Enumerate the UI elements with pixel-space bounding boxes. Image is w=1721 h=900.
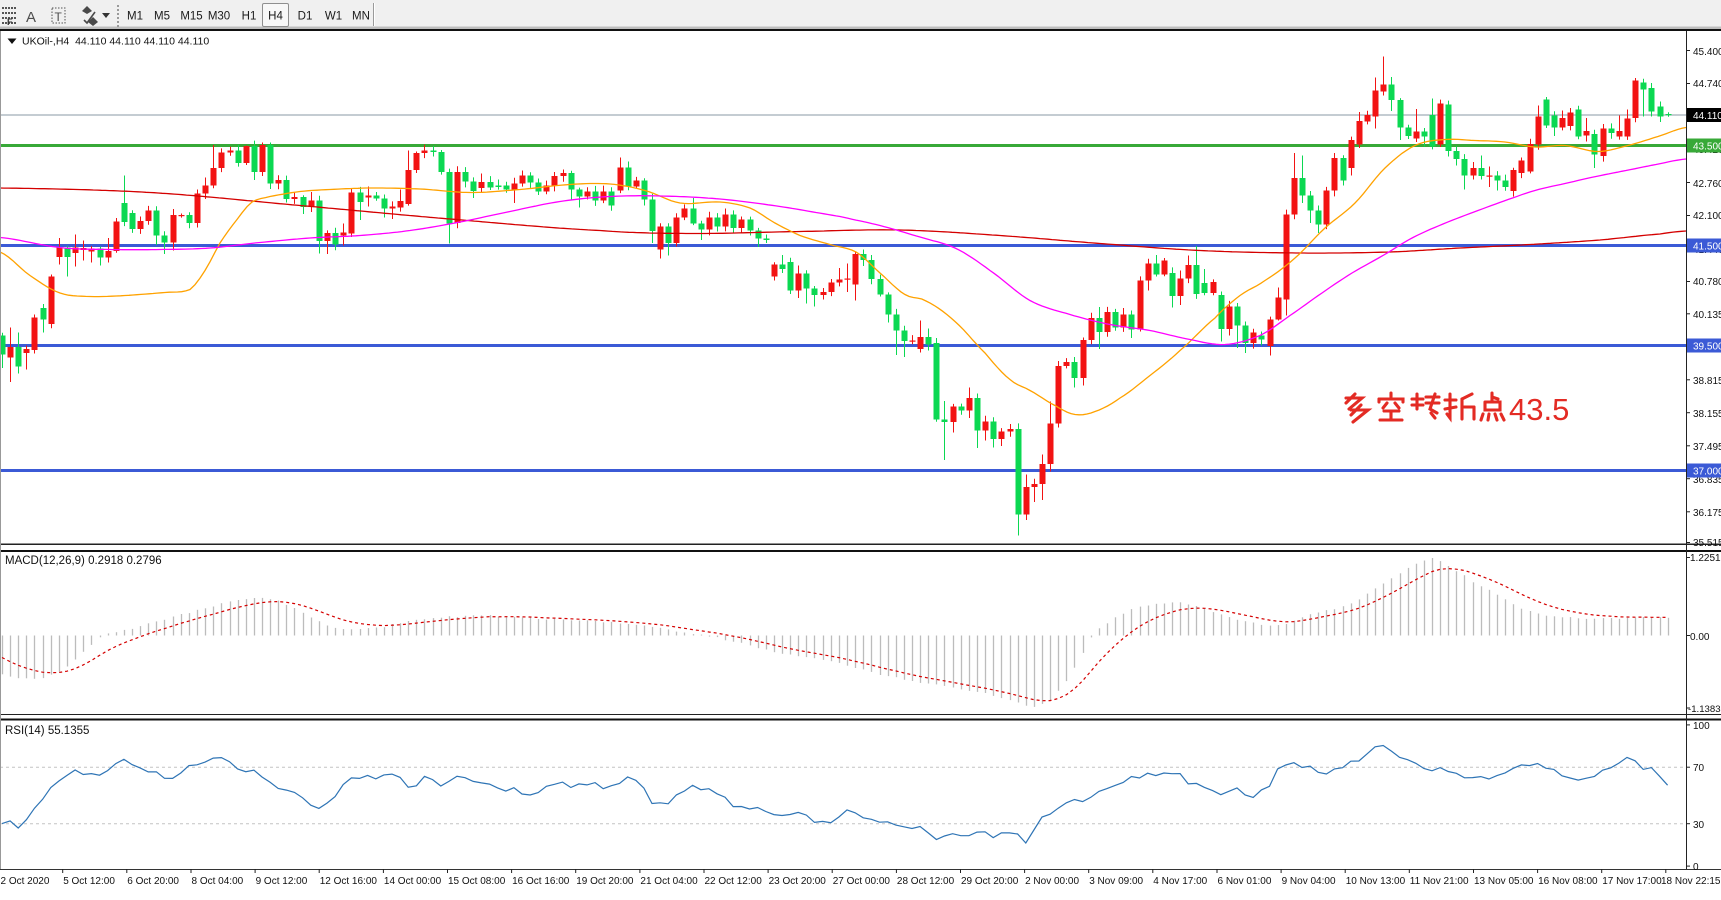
svg-text:4 Nov 17:00: 4 Nov 17:00: [1153, 876, 1207, 887]
svg-text:38.155: 38.155: [1693, 409, 1721, 420]
svg-text:16 Nov 08:00: 16 Nov 08:00: [1538, 876, 1598, 887]
svg-text:44.110: 44.110: [1693, 111, 1721, 122]
svg-text:-1.1383: -1.1383: [1688, 704, 1721, 715]
svg-text:0: 0: [1693, 862, 1699, 873]
svg-text:A: A: [26, 9, 36, 26]
svg-text:6 Nov 01:00: 6 Nov 01:00: [1218, 876, 1272, 887]
svg-text:H1: H1: [242, 11, 257, 23]
svg-text:27 Oct 00:00: 27 Oct 00:00: [833, 876, 891, 887]
svg-text:0.00: 0.00: [1690, 632, 1710, 643]
svg-text:M1: M1: [127, 11, 143, 23]
svg-text:35.515: 35.515: [1693, 538, 1721, 549]
svg-text:F: F: [7, 17, 13, 27]
svg-text:22 Oct 12:00: 22 Oct 12:00: [705, 876, 763, 887]
svg-text:5 Oct 12:00: 5 Oct 12:00: [63, 876, 115, 887]
svg-text:18 Nov 22:15: 18 Nov 22:15: [1661, 876, 1721, 887]
svg-text:28 Oct 12:00: 28 Oct 12:00: [897, 876, 955, 887]
svg-text:19 Oct 20:00: 19 Oct 20:00: [576, 876, 634, 887]
svg-text:2 Oct 2020: 2 Oct 2020: [1, 876, 50, 887]
svg-text:70: 70: [1693, 763, 1705, 774]
svg-text:UKOil-,H4 44.110 44.110 44.11: UKOil-,H4 44.110 44.110 44.110 44.110: [22, 36, 209, 48]
svg-text:MN: MN: [352, 11, 370, 23]
svg-text:13 Nov 05:00: 13 Nov 05:00: [1474, 876, 1534, 887]
svg-text:40.135: 40.135: [1693, 310, 1721, 321]
svg-text:40.780: 40.780: [1693, 277, 1721, 288]
svg-text:43.500: 43.500: [1693, 142, 1721, 153]
svg-text:38.815: 38.815: [1693, 376, 1721, 387]
svg-text:8 Oct 04:00: 8 Oct 04:00: [192, 876, 244, 887]
svg-text:16 Oct 16:00: 16 Oct 16:00: [512, 876, 570, 887]
svg-text:42.100: 42.100: [1693, 211, 1721, 222]
svg-text:43.5: 43.5: [1509, 392, 1569, 427]
svg-text:39.500: 39.500: [1693, 342, 1721, 353]
svg-text:H4: H4: [268, 11, 283, 23]
svg-text:2 Nov 00:00: 2 Nov 00:00: [1025, 876, 1079, 887]
svg-text:9 Oct 12:00: 9 Oct 12:00: [256, 876, 308, 887]
svg-text:29 Oct 20:00: 29 Oct 20:00: [961, 876, 1019, 887]
svg-text:9 Nov 04:00: 9 Nov 04:00: [1282, 876, 1336, 887]
svg-text:45.400: 45.400: [1693, 47, 1721, 58]
svg-text:1.2251: 1.2251: [1690, 553, 1721, 564]
svg-text:12 Oct 16:00: 12 Oct 16:00: [320, 876, 378, 887]
svg-text:36.175: 36.175: [1693, 508, 1721, 519]
svg-text:6 Oct 20:00: 6 Oct 20:00: [127, 876, 179, 887]
svg-text:44.740: 44.740: [1693, 79, 1721, 90]
svg-text:MACD(12,26,9) 0.2918 0.2796: MACD(12,26,9) 0.2918 0.2796: [5, 555, 162, 567]
svg-text:17 Nov 17:00: 17 Nov 17:00: [1602, 876, 1662, 887]
svg-text:10 Nov 13:00: 10 Nov 13:00: [1346, 876, 1406, 887]
svg-text:M30: M30: [208, 11, 230, 23]
svg-text:36.835: 36.835: [1693, 475, 1721, 486]
svg-text:23 Oct 20:00: 23 Oct 20:00: [769, 876, 827, 887]
svg-text:D1: D1: [298, 11, 313, 23]
svg-text:41.500: 41.500: [1693, 242, 1721, 253]
svg-text:W1: W1: [325, 11, 342, 23]
svg-text:100: 100: [1693, 721, 1710, 732]
svg-text:42.760: 42.760: [1693, 179, 1721, 190]
svg-text:T: T: [55, 10, 63, 24]
svg-text:3 Nov 09:00: 3 Nov 09:00: [1089, 876, 1143, 887]
svg-text:15 Oct 08:00: 15 Oct 08:00: [448, 876, 506, 887]
svg-text:14 Oct 00:00: 14 Oct 00:00: [384, 876, 442, 887]
svg-text:37.000: 37.000: [1693, 467, 1721, 478]
svg-text:RSI(14) 55.1355: RSI(14) 55.1355: [5, 725, 89, 737]
svg-text:30: 30: [1693, 820, 1705, 831]
svg-text:M5: M5: [154, 11, 170, 23]
svg-text:21 Oct 04:00: 21 Oct 04:00: [640, 876, 698, 887]
svg-text:M15: M15: [180, 11, 202, 23]
svg-text:11 Nov 21:00: 11 Nov 21:00: [1410, 876, 1469, 887]
svg-text:37.495: 37.495: [1693, 442, 1721, 453]
